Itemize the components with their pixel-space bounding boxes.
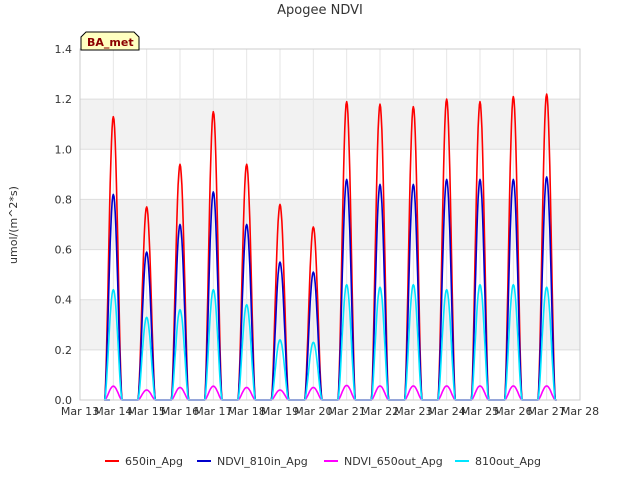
x-tick-label: Mar 16: [161, 405, 199, 418]
x-tick-label: Mar 22: [361, 405, 399, 418]
x-tick-label: Mar 24: [428, 405, 466, 418]
legend-label: NDVI_810in_Apg: [217, 455, 308, 468]
x-tick-label: Mar 21: [328, 405, 366, 418]
y-axis-ticks: 0.0 0.2 0.4 0.6 0.8 1.0 1.2 1.4: [55, 43, 73, 407]
legend-label: 810out_Apg: [475, 455, 541, 468]
chart-title: Apogee NDVI: [277, 3, 363, 18]
background-band: [80, 299, 580, 350]
y-tick-label: 0.2: [55, 344, 73, 357]
y-axis-label: umol/(m^2*s): [7, 186, 20, 264]
background-bands: [80, 99, 580, 350]
x-tick-label: Mar 20: [294, 405, 332, 418]
x-tick-label: Mar 25: [461, 405, 499, 418]
y-tick-label: 1.0: [55, 143, 73, 156]
y-tick-label: 0.8: [55, 193, 73, 206]
y-tick-label: 0.4: [55, 294, 73, 307]
x-tick-label: Mar 23: [394, 405, 432, 418]
x-tick-label: Mar 19: [261, 405, 299, 418]
x-tick-label: Mar 15: [128, 405, 166, 418]
badge-label: BA_met: [87, 36, 134, 49]
legend-label: NDVI_650out_Apg: [344, 455, 443, 468]
x-tick-label: Mar 27: [528, 405, 566, 418]
y-tick-label: 0.6: [55, 244, 73, 257]
x-tick-label: Mar 17: [194, 405, 232, 418]
background-band: [80, 99, 580, 150]
legend: 650in_Apg NDVI_810in_Apg NDVI_650out_Apg 81…: [105, 455, 541, 468]
x-tick-label: Mar 28: [561, 405, 599, 418]
x-tick-label: Mar 14: [94, 405, 132, 418]
site-badge: BA_met: [80, 31, 140, 51]
y-tick-label: 1.2: [55, 93, 73, 106]
x-tick-label: Mar 18: [228, 405, 266, 418]
x-tick-label: Mar 26: [494, 405, 532, 418]
plot-frame: [79, 48, 581, 401]
x-tick-label: Mar 13: [61, 405, 99, 418]
y-tick-label: 0.0: [55, 394, 73, 407]
background-band: [80, 199, 580, 250]
badge-shape: [80, 31, 140, 51]
legend-label: 650in_Apg: [125, 455, 183, 468]
y-tick-label: 1.4: [55, 43, 73, 56]
